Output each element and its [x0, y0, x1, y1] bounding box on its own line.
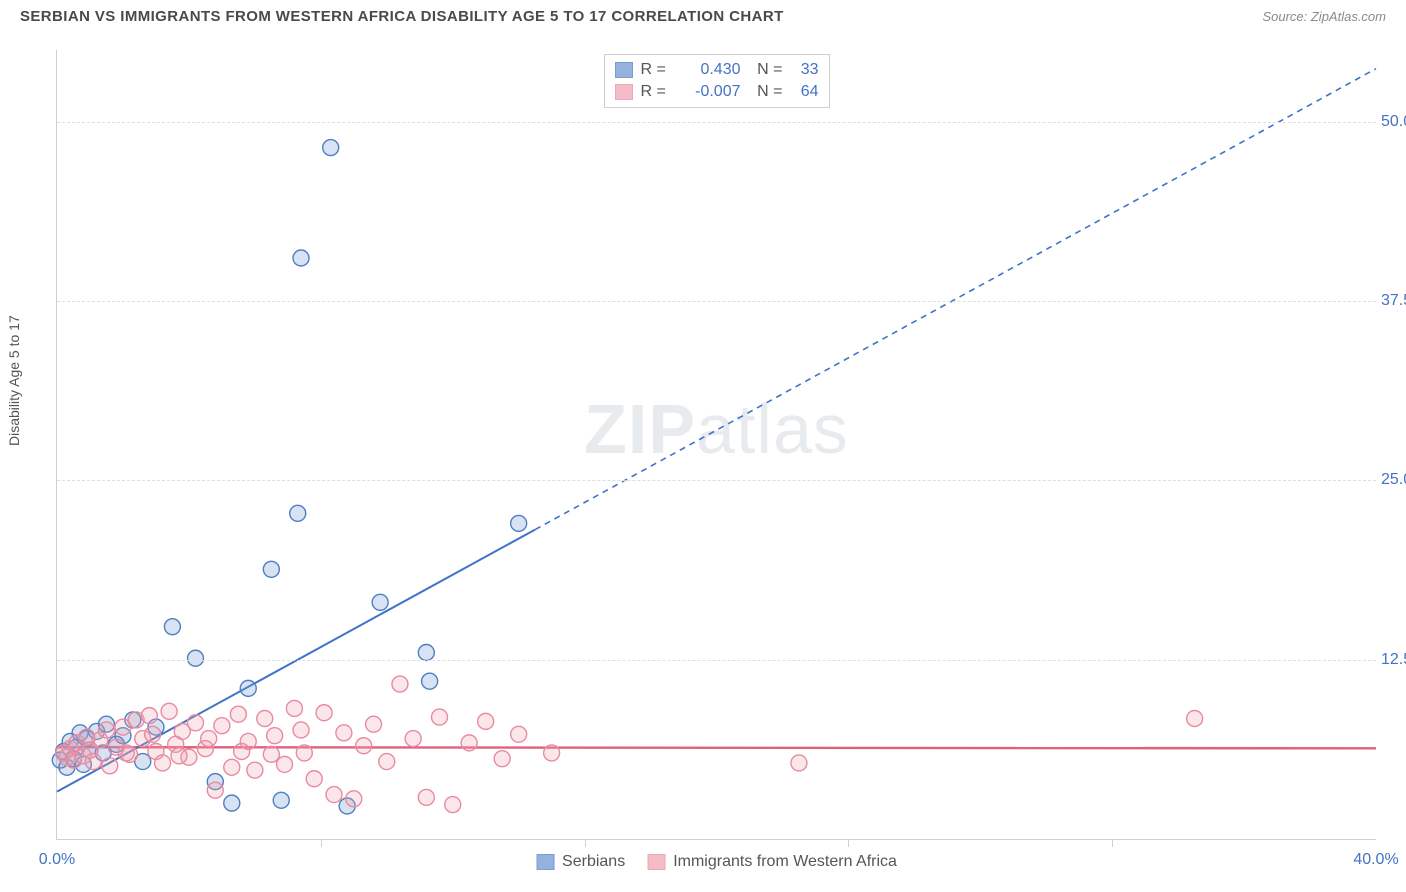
data-point: [102, 758, 118, 774]
data-point: [145, 726, 161, 742]
data-point: [207, 782, 223, 798]
data-point: [296, 745, 312, 761]
data-point: [171, 748, 187, 764]
data-point: [118, 745, 134, 761]
data-point: [141, 708, 157, 724]
y-tick-label: 50.0%: [1381, 113, 1406, 131]
y-tick-label: 37.5%: [1381, 292, 1406, 310]
data-point: [1187, 710, 1203, 726]
legend-item-immigrants: Immigrants from Western Africa: [647, 853, 897, 871]
data-point: [161, 703, 177, 719]
data-point: [98, 722, 114, 738]
data-point: [164, 619, 180, 635]
y-axis-label: Disability Age 5 to 17: [6, 315, 22, 446]
plot-area: ZIPatlas R = 0.430 N = 33 R = -0.007 N =…: [56, 50, 1376, 840]
data-point: [432, 709, 448, 725]
data-point: [422, 673, 438, 689]
data-point: [306, 771, 322, 787]
data-point: [336, 725, 352, 741]
series-legend: Serbians Immigrants from Western Africa: [536, 853, 897, 871]
data-point: [445, 797, 461, 813]
x-tick: [321, 839, 322, 847]
y-tick-label: 12.5%: [1381, 651, 1406, 669]
data-point: [290, 505, 306, 521]
legend-label-serbians: Serbians: [562, 853, 625, 871]
data-point: [187, 715, 203, 731]
gridline: [57, 660, 1376, 661]
data-point: [346, 791, 362, 807]
data-point: [511, 726, 527, 742]
gridline: [57, 480, 1376, 481]
data-point: [224, 759, 240, 775]
source-link[interactable]: ZipAtlas.com: [1311, 9, 1386, 24]
data-point: [791, 755, 807, 771]
data-point: [230, 706, 246, 722]
data-point: [461, 735, 477, 751]
legend-item-serbians: Serbians: [536, 853, 625, 871]
data-point: [293, 722, 309, 738]
data-point: [316, 705, 332, 721]
data-point: [286, 700, 302, 716]
data-point: [356, 738, 372, 754]
data-point: [85, 754, 101, 770]
data-point: [187, 650, 203, 666]
gridline: [57, 122, 1376, 123]
data-point: [267, 728, 283, 744]
data-point: [201, 731, 217, 747]
gridline: [57, 301, 1376, 302]
source-label: Source: ZipAtlas.com: [1262, 9, 1386, 24]
x-tick-label: 0.0%: [39, 851, 75, 869]
data-point: [257, 710, 273, 726]
x-tick-label: 40.0%: [1353, 851, 1398, 869]
data-point: [155, 755, 171, 771]
data-point: [277, 756, 293, 772]
chart-title: SERBIAN VS IMMIGRANTS FROM WESTERN AFRIC…: [20, 8, 784, 25]
data-point: [405, 731, 421, 747]
x-tick: [848, 839, 849, 847]
swatch-immigrants-icon: [647, 854, 665, 870]
data-point: [263, 746, 279, 762]
data-point: [263, 561, 279, 577]
data-point: [392, 676, 408, 692]
data-point: [326, 787, 342, 803]
title-bar: SERBIAN VS IMMIGRANTS FROM WESTERN AFRIC…: [0, 0, 1406, 29]
y-tick-label: 25.0%: [1381, 471, 1406, 489]
data-point: [494, 751, 510, 767]
x-tick: [1112, 839, 1113, 847]
data-point: [511, 515, 527, 531]
data-point: [273, 792, 289, 808]
swatch-serbians-icon: [536, 854, 554, 870]
data-point: [418, 789, 434, 805]
data-point: [224, 795, 240, 811]
data-point: [214, 718, 230, 734]
data-point: [247, 762, 263, 778]
data-point: [366, 716, 382, 732]
data-point: [418, 645, 434, 661]
data-point: [234, 743, 250, 759]
data-point: [240, 680, 256, 696]
legend-label-immigrants: Immigrants from Western Africa: [673, 853, 897, 871]
data-point: [478, 713, 494, 729]
data-point: [323, 140, 339, 156]
data-point: [544, 745, 560, 761]
data-point: [293, 250, 309, 266]
data-point: [372, 594, 388, 610]
data-point: [379, 754, 395, 770]
scatter-plot: [57, 50, 1376, 839]
x-tick: [585, 839, 586, 847]
